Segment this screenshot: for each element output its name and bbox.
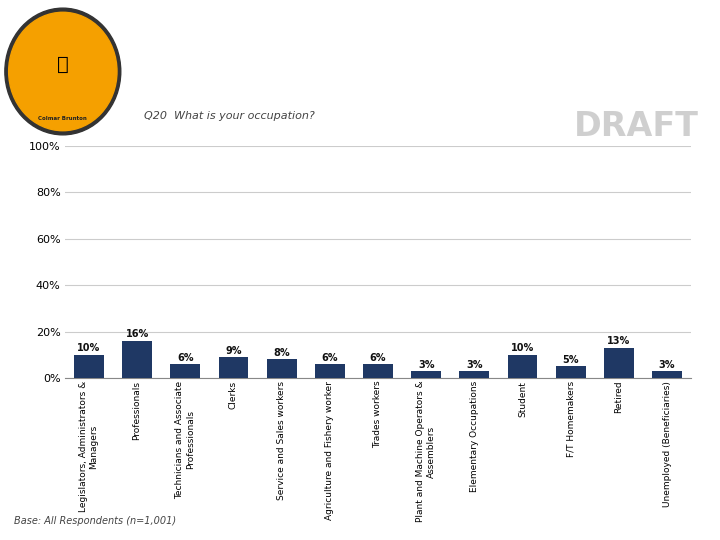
Bar	[459, 371, 490, 378]
Bar	[266, 360, 297, 378]
Circle shape	[9, 12, 117, 131]
Circle shape	[5, 8, 121, 135]
Text: 3%: 3%	[466, 360, 482, 370]
Text: 🏹: 🏹	[57, 55, 68, 74]
Text: 6%: 6%	[370, 353, 386, 363]
Bar	[218, 357, 248, 378]
Text: Colmar Brunton: Colmar Brunton	[38, 116, 87, 121]
Text: 10%: 10%	[511, 343, 534, 353]
Text: 9%: 9%	[225, 346, 242, 356]
Text: 13%: 13%	[607, 336, 631, 347]
Bar	[171, 364, 200, 378]
Text: DRAFT: DRAFT	[574, 110, 698, 144]
Text: 8%: 8%	[274, 348, 290, 358]
Bar	[556, 366, 585, 378]
Text: Occupation: Occupation	[451, 31, 698, 70]
Text: 10%: 10%	[77, 343, 101, 353]
Text: 6%: 6%	[177, 353, 194, 363]
Bar	[363, 364, 393, 378]
Text: Base: All Respondents (n=1,001): Base: All Respondents (n=1,001)	[14, 516, 176, 525]
Bar	[122, 341, 152, 378]
Bar	[411, 371, 441, 378]
Text: 5%: 5%	[562, 355, 579, 365]
Bar	[604, 348, 634, 378]
Text: 16%: 16%	[125, 329, 149, 340]
Bar	[652, 371, 682, 378]
Text: 6%: 6%	[322, 353, 338, 363]
Bar	[508, 355, 538, 378]
Bar	[315, 364, 345, 378]
Text: Q20  What is your occupation?: Q20 What is your occupation?	[144, 111, 315, 121]
Bar	[74, 355, 104, 378]
Text: 3%: 3%	[418, 360, 434, 370]
Text: 3%: 3%	[659, 360, 675, 370]
